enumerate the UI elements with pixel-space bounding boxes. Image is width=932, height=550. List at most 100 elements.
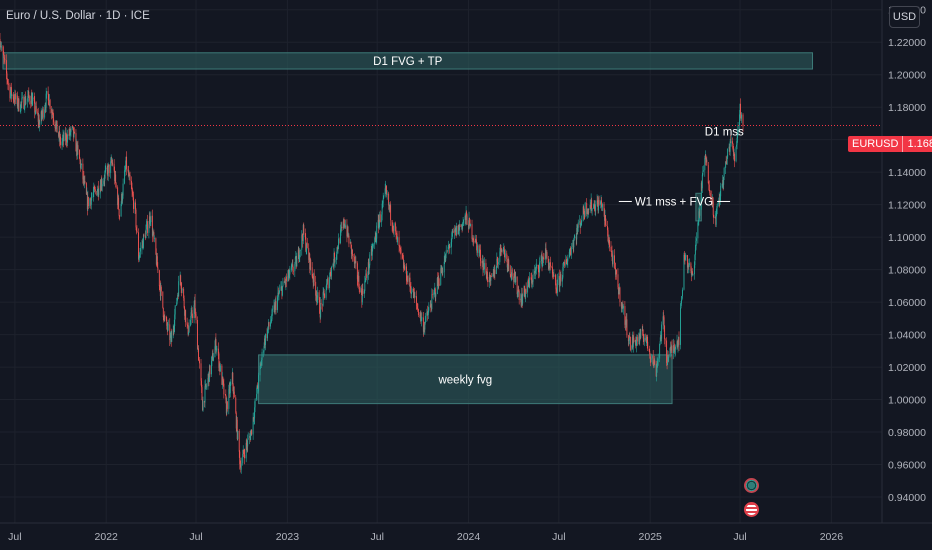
candle-body xyxy=(250,429,252,434)
candle-body xyxy=(111,159,113,164)
candle-body xyxy=(481,260,483,264)
candle-body xyxy=(356,263,358,280)
candle-body xyxy=(454,229,456,231)
candle-body xyxy=(60,136,62,146)
candle-body xyxy=(24,97,26,109)
candle-body xyxy=(413,288,414,299)
candle-body xyxy=(345,225,346,228)
candle-body xyxy=(684,254,685,258)
candle-body xyxy=(333,252,335,267)
globe-icon[interactable] xyxy=(744,478,759,493)
candle-body xyxy=(136,227,137,231)
candle-body xyxy=(629,336,631,351)
y-tick-label: 1.08000 xyxy=(888,265,926,277)
candle-body xyxy=(365,273,367,280)
candle-body xyxy=(539,261,541,263)
candle-body xyxy=(643,338,645,342)
candle-body xyxy=(24,97,26,105)
candle-body xyxy=(0,45,1,47)
x-tick-label: Jul xyxy=(189,531,202,543)
candle-body xyxy=(605,215,606,225)
candle-body xyxy=(735,146,737,162)
candle-body xyxy=(316,297,318,300)
candle-body xyxy=(284,282,286,285)
candle-body xyxy=(597,202,599,211)
candle-body xyxy=(521,293,523,306)
candle-body xyxy=(246,444,248,447)
candle-body xyxy=(537,265,539,266)
candle-body xyxy=(32,97,34,99)
candle-body xyxy=(322,304,324,306)
candle-body xyxy=(452,230,454,232)
candle-body xyxy=(47,91,49,95)
candle-body xyxy=(524,286,526,293)
candle-body xyxy=(292,270,294,272)
candle-body xyxy=(320,302,322,318)
candle-body xyxy=(75,133,77,152)
candle-body xyxy=(558,276,560,280)
candle-body xyxy=(659,341,661,344)
candle-body xyxy=(705,159,707,163)
candle-body xyxy=(201,387,203,401)
candle-body xyxy=(695,240,697,250)
candle-body xyxy=(584,214,586,216)
candle-body xyxy=(4,58,5,60)
candle-body xyxy=(561,277,563,282)
candle-body xyxy=(148,216,150,225)
candle-body xyxy=(79,160,81,168)
candle-body xyxy=(414,296,416,297)
candle-body xyxy=(423,327,425,330)
candle-body xyxy=(230,382,232,385)
candle-body xyxy=(416,306,418,309)
candle-body xyxy=(719,198,721,202)
candle-body xyxy=(605,224,607,227)
candle-body xyxy=(260,364,262,366)
candle-body xyxy=(79,158,81,161)
candle-body xyxy=(85,183,87,195)
candle-body xyxy=(125,166,127,170)
candle-body xyxy=(326,283,328,290)
candle-body xyxy=(94,189,96,192)
candle-body xyxy=(214,346,216,358)
candle-body xyxy=(669,348,671,358)
candle-body xyxy=(368,262,370,270)
candle-body xyxy=(493,269,495,277)
candle-body xyxy=(718,200,720,204)
candle-body xyxy=(465,211,467,221)
candle-body xyxy=(685,255,687,258)
candle-body xyxy=(655,363,657,377)
candle-body xyxy=(268,322,270,327)
candle-body xyxy=(464,215,466,220)
candle-body xyxy=(153,232,155,239)
candle-body xyxy=(395,231,397,234)
candle-body xyxy=(695,238,697,241)
candle-body xyxy=(301,234,303,239)
candle-body xyxy=(23,108,25,110)
candle-body xyxy=(713,215,715,218)
x-tick-label: 2022 xyxy=(95,531,119,543)
candle-body xyxy=(722,179,724,184)
candle-body xyxy=(480,249,481,261)
candle-body xyxy=(273,305,275,310)
candle-body xyxy=(275,301,276,304)
candle-body xyxy=(528,283,530,288)
candle-body xyxy=(361,293,363,303)
us-flag-icon[interactable] xyxy=(744,502,759,517)
candle-body xyxy=(199,360,200,364)
candle-body xyxy=(560,274,562,282)
candle-body xyxy=(33,97,35,101)
candle-body xyxy=(297,249,299,259)
candle-body xyxy=(357,275,359,282)
candle-body xyxy=(617,287,619,295)
candle-body xyxy=(208,373,209,378)
candle-body xyxy=(674,348,675,353)
candle-body xyxy=(309,259,311,270)
currency-button[interactable]: USD xyxy=(889,6,920,28)
candle-body xyxy=(152,232,154,234)
candle-body xyxy=(329,271,331,278)
candle-body xyxy=(92,193,94,197)
candle-body xyxy=(461,224,463,229)
x-tick-label: Jul xyxy=(8,531,21,543)
candle-body xyxy=(554,275,556,280)
